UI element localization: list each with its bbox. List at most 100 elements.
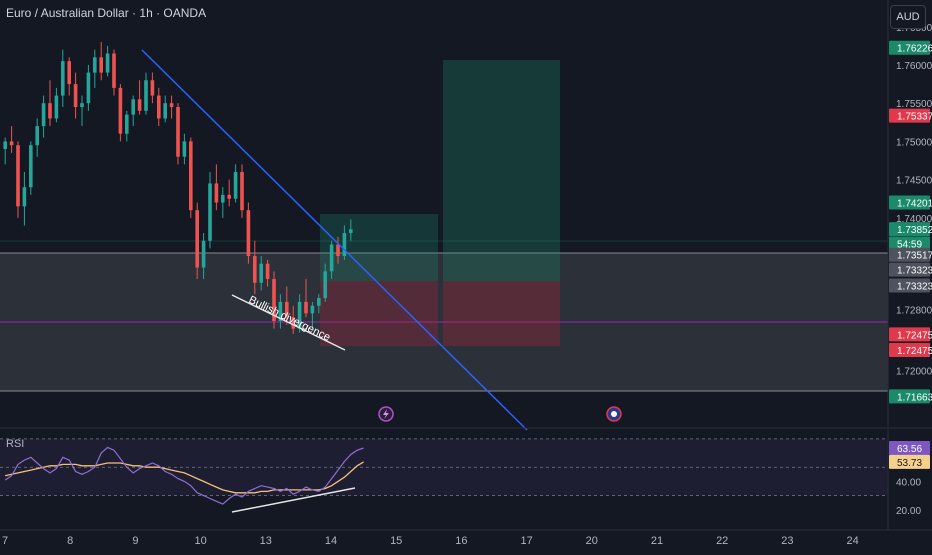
rsi-tick-label: 40.00 [896, 477, 921, 488]
candle-body [3, 141, 7, 150]
rsi-badge-label: 53.73 [897, 458, 922, 469]
rsi-divergence-line[interactable] [231, 487, 356, 513]
candle-body [253, 256, 257, 283]
rsi-badge-label: 63.56 [897, 444, 922, 455]
descending-trendline[interactable] [141, 49, 528, 431]
candle-body [61, 61, 65, 96]
currency-button[interactable]: AUD [890, 5, 926, 29]
price-badge [889, 343, 930, 358]
candle-body [317, 298, 321, 306]
candle-body [150, 80, 155, 96]
price-badge [889, 278, 930, 293]
price-badge-label: 1.73323 [897, 266, 932, 277]
price-tick-label: 1.72800 [896, 306, 932, 317]
price-badge-label: 1.72475 [897, 346, 932, 357]
price-badge [889, 389, 930, 404]
price-badge [889, 195, 930, 210]
time-axis-label[interactable]: 22 [716, 535, 728, 547]
candle-body [227, 194, 231, 199]
price-badge-label: 1.74201 [897, 198, 932, 209]
candle-body [54, 95, 59, 119]
candle-body [342, 233, 347, 257]
long-position-2-stop-zone[interactable] [443, 281, 560, 346]
time-axis-labels[interactable]: 7 8 9 10 13 14 15 16 17 20 21 22 23 24 [2, 535, 859, 547]
candle-body [35, 126, 39, 146]
candle-body [67, 61, 71, 85]
price-badge-label: 1.73852 [897, 225, 932, 236]
candle-body [22, 187, 27, 207]
rsi-badge [889, 454, 930, 469]
candle-body [29, 145, 33, 188]
rsi-tick-label: 20.00 [896, 506, 921, 517]
candle-body [265, 263, 270, 279]
candle-body [144, 80, 148, 111]
candle-body [240, 171, 244, 211]
price-badge [889, 222, 930, 237]
price-axis-badges: 1.76226 1.75337 1.74201 1.73852 54:591.73517… [889, 40, 932, 404]
candle-body [118, 87, 123, 134]
candle-body [310, 305, 315, 314]
candle-body [336, 244, 340, 257]
price-tick-label: 1.75000 [896, 137, 932, 148]
price-badge-label: 1.75337 [897, 112, 932, 123]
price-badge-label: 1.76226 [897, 44, 932, 55]
candle-body [221, 194, 225, 203]
rsi-badge [889, 440, 930, 455]
candle-body [182, 141, 187, 157]
candle-body [304, 301, 308, 314]
time-axis-label[interactable]: 16 [455, 535, 467, 547]
candle-body [105, 53, 110, 73]
price-badge [889, 247, 930, 262]
price-badge [889, 327, 930, 342]
candle-body [41, 103, 46, 127]
candle-body [297, 301, 302, 329]
time-axis-label[interactable]: 23 [781, 535, 793, 547]
candle-body [233, 171, 238, 199]
candle-body [201, 240, 206, 268]
time-axis-label[interactable]: 9 [132, 535, 138, 547]
rsi-ma-line [5, 461, 364, 494]
candle-body [291, 317, 295, 329]
price-badge-label: 1.72475 [897, 330, 932, 341]
price-badge [889, 40, 930, 55]
candle-body [323, 271, 327, 299]
price-tick-label: 1.75500 [896, 99, 932, 110]
price-divergence-line[interactable] [231, 294, 346, 351]
candle-body [86, 72, 91, 104]
lightning-event-icon[interactable] [378, 406, 394, 422]
time-axis-label[interactable]: 17 [520, 535, 532, 547]
rsi-indicator-label[interactable]: RSI [6, 438, 25, 450]
candle-body [16, 145, 20, 207]
rsi-reference-levels [0, 438, 888, 497]
candle-body [259, 263, 263, 283]
price-badge [889, 108, 930, 123]
price-tick-label: 1.74500 [896, 176, 932, 187]
candle-body [285, 301, 289, 318]
candle-body [93, 57, 97, 73]
time-axis-label[interactable]: 13 [260, 535, 272, 547]
time-axis-label[interactable]: 10 [194, 535, 206, 547]
candle-body [329, 244, 334, 272]
time-axis-label[interactable]: 21 [651, 535, 663, 547]
candle-body [9, 141, 14, 146]
price-badge [889, 236, 930, 251]
candle-body [246, 210, 251, 257]
price-badge-label: 1.73517 [897, 251, 932, 262]
candle-body [112, 53, 116, 88]
candle-body [195, 210, 199, 268]
time-axis-label[interactable]: 24 [846, 535, 858, 547]
time-axis-label[interactable]: 15 [390, 535, 402, 547]
flag-event-icon[interactable] [606, 406, 622, 422]
price-badge-label: 54:59 [897, 240, 922, 251]
time-axis-label[interactable]: 14 [325, 535, 337, 547]
candle-body [131, 99, 135, 115]
long-position-2-target-zone[interactable] [443, 60, 560, 281]
price-tick-label: 1.76000 [896, 61, 932, 72]
time-axis-label[interactable]: 8 [67, 535, 73, 547]
time-axis-label[interactable]: 20 [586, 535, 598, 547]
time-axis-label[interactable]: 7 [2, 535, 8, 547]
long-position-stop-zone[interactable] [320, 281, 438, 346]
